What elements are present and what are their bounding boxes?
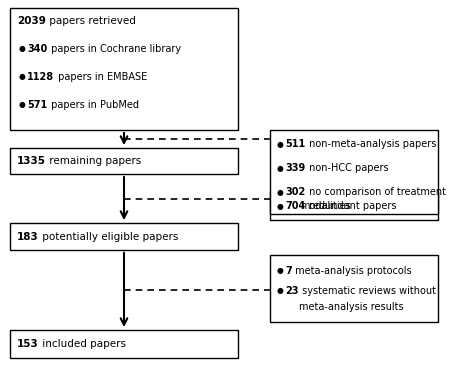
Text: 1335: 1335 — [17, 156, 46, 166]
Text: redundant papers: redundant papers — [306, 201, 396, 211]
Text: ●: ● — [277, 187, 284, 197]
Text: papers in PubMed: papers in PubMed — [48, 100, 139, 110]
Text: ●: ● — [277, 163, 284, 173]
Text: remaining papers: remaining papers — [46, 156, 141, 166]
Bar — [10, 330, 238, 358]
Text: 153: 153 — [17, 339, 39, 349]
Bar — [10, 148, 238, 174]
Text: papers in Cochrane library: papers in Cochrane library — [48, 44, 181, 54]
Text: papers retrieved: papers retrieved — [46, 16, 136, 26]
Bar — [270, 255, 438, 322]
Text: modalities: modalities — [300, 201, 351, 211]
Text: meta-analysis results: meta-analysis results — [299, 302, 403, 312]
Text: 704: 704 — [285, 201, 306, 211]
Text: 1128: 1128 — [27, 72, 54, 82]
Text: 340: 340 — [27, 44, 48, 54]
Text: 511: 511 — [285, 139, 306, 149]
Text: 571: 571 — [27, 100, 48, 110]
Text: 23: 23 — [285, 286, 299, 296]
Text: 302: 302 — [285, 187, 306, 197]
Text: ●: ● — [19, 72, 26, 82]
Text: non-meta-analysis papers: non-meta-analysis papers — [306, 139, 436, 149]
Text: 183: 183 — [17, 232, 39, 242]
Text: 2039: 2039 — [17, 16, 46, 26]
Text: meta-analysis protocols: meta-analysis protocols — [292, 266, 412, 276]
Text: non-HCC papers: non-HCC papers — [306, 163, 388, 173]
Bar — [270, 130, 438, 214]
Text: papers in EMBASE: papers in EMBASE — [54, 72, 147, 82]
Text: 339: 339 — [285, 163, 306, 173]
Text: ●: ● — [277, 266, 284, 275]
Text: 7: 7 — [285, 266, 292, 276]
Text: no comparison of treatment: no comparison of treatment — [306, 187, 446, 197]
Text: ●: ● — [19, 101, 26, 109]
Bar — [10, 223, 238, 250]
Text: included papers: included papers — [39, 339, 126, 349]
Bar — [270, 192, 438, 220]
Text: ●: ● — [277, 202, 284, 210]
Text: ●: ● — [277, 139, 284, 149]
Bar — [10, 8, 238, 130]
Text: systematic reviews without: systematic reviews without — [299, 286, 436, 296]
Text: potentially eligible papers: potentially eligible papers — [39, 232, 178, 242]
Text: ●: ● — [19, 45, 26, 53]
Text: ●: ● — [277, 287, 284, 296]
